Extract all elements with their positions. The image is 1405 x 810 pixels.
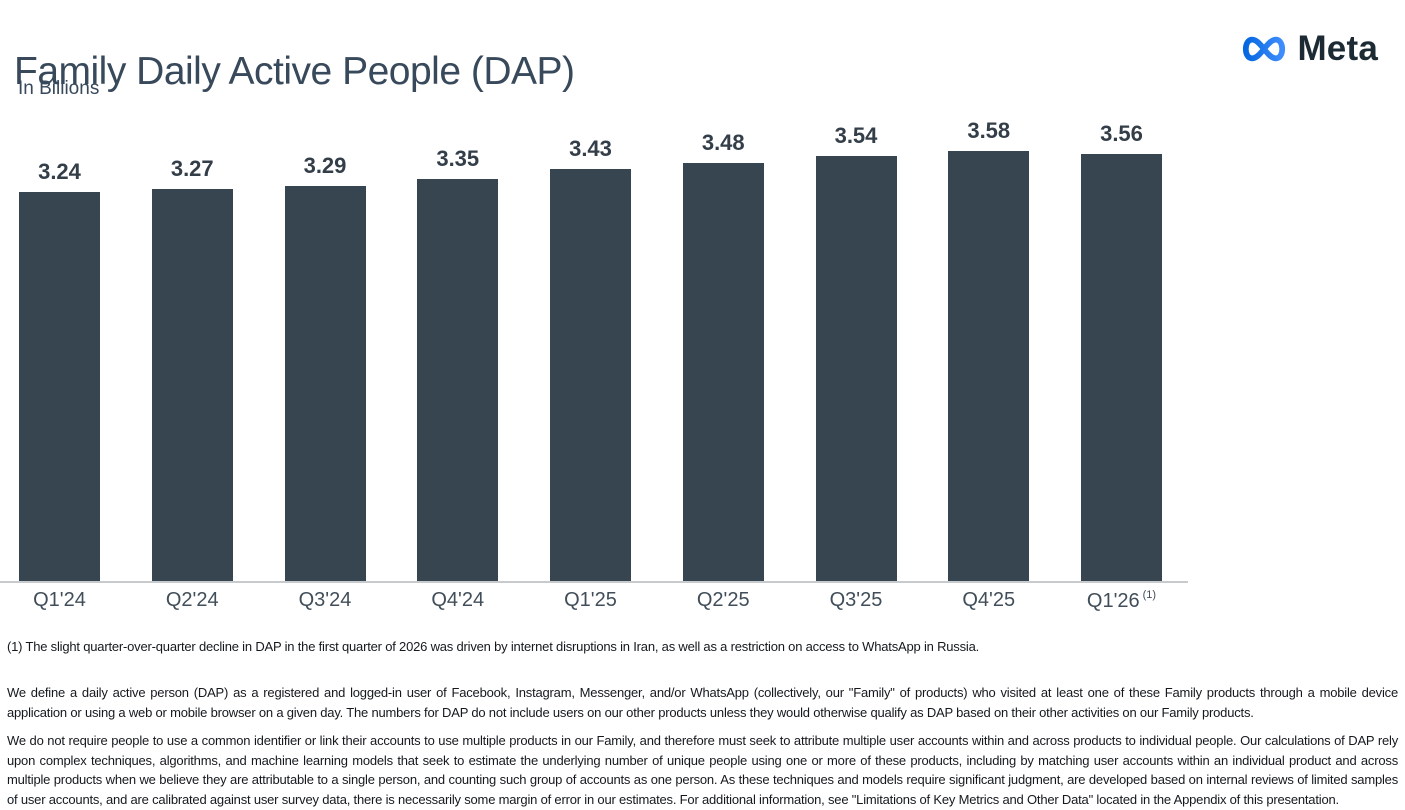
footnote-marker: (1) [1142, 589, 1157, 601]
bar-value-label: 3.58 [967, 118, 1011, 143]
bar-group: 3.54 Q3'25 [815, 123, 897, 611]
bar-group: 3.48 Q2'25 [682, 130, 764, 611]
x-axis-label: Q2'24 [165, 589, 219, 611]
bar-group: 3.43 Q1'25 [550, 136, 631, 611]
x-axis-label: Q1'24 [33, 589, 86, 611]
x-axis-label: Q1'25 [564, 589, 617, 611]
x-axis-label: Q4'25 [962, 589, 1016, 611]
bar-group: 3.24 Q1'24 [19, 159, 100, 611]
x-axis-label: Q4'24 [431, 589, 485, 611]
bar-value-label: 3.24 [38, 159, 81, 184]
footnote-1: (1) The slight quarter-over-quarter decl… [7, 639, 980, 654]
x-axis-label: Q3'24 [298, 589, 352, 611]
chart-units-label: In Billions [18, 78, 100, 99]
bar-value-label: 3.56 [1100, 121, 1143, 146]
bar [284, 186, 366, 581]
bar [151, 189, 233, 581]
bar-value-label: 3.27 [170, 156, 214, 181]
bar-value-label: 3.43 [569, 136, 612, 161]
page-title: Family Daily Active People (DAP) [14, 50, 575, 94]
bar [815, 156, 897, 581]
dap-methodology-paragraph: We do not require people to use a common… [7, 733, 1398, 807]
bar-group: 3.29 Q3'24 [284, 153, 366, 611]
meta-wordmark: Meta [1297, 29, 1378, 68]
bar-value-label: 3.48 [701, 130, 745, 155]
x-axis-label: Q1'26 (1) [1086, 589, 1157, 612]
x-axis-label: Q3'25 [829, 589, 883, 611]
meta-infinity-icon [1238, 33, 1290, 65]
bar-chart: 3.24 Q1'24 3.27 Q2'24 3.29 Q3'24 3.35 Q4'24 3.43… [19, 111, 1162, 612]
bar [682, 163, 764, 581]
bar [19, 192, 100, 581]
bar-group: 3.58 Q4'25 [948, 118, 1030, 611]
bar-group: 3.27 Q2'24 [151, 156, 233, 611]
x-axis-label: Q2'25 [696, 589, 750, 611]
bar [550, 169, 631, 581]
bar [948, 151, 1030, 581]
bar-value-label: 3.35 [436, 146, 480, 171]
bar-group: 3.35 Q4'24 [417, 146, 499, 611]
bar-group: 3.56 Q1'26 (1) [1081, 121, 1162, 612]
bar [417, 179, 499, 581]
meta-logo: Meta [1238, 29, 1378, 69]
bar-value-label: 3.29 [303, 153, 347, 178]
bar [1081, 154, 1162, 581]
x-axis-line [0, 581, 1188, 583]
dap-definition-paragraph: We define a daily active person (DAP) as… [7, 685, 1398, 720]
footnotes-section: (1) The slight quarter-over-quarter decl… [7, 637, 1398, 810]
bar-value-label: 3.54 [834, 123, 878, 148]
